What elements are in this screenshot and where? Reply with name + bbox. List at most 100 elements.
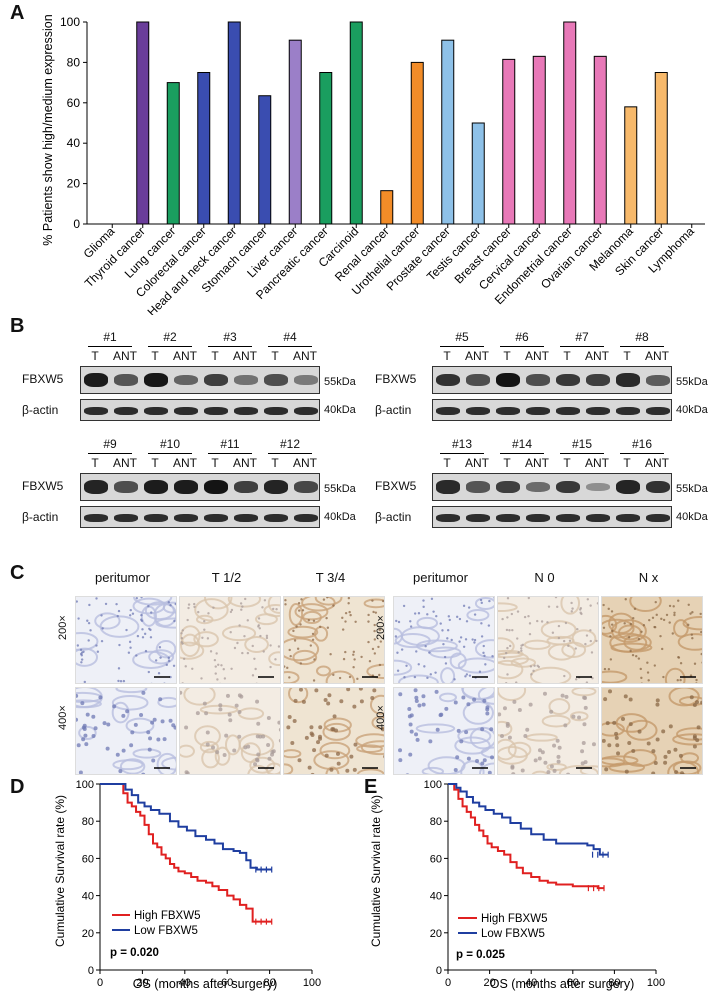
cell-nucleus bbox=[352, 767, 357, 772]
cell-nucleus bbox=[234, 703, 239, 708]
fbxw5-blot bbox=[432, 473, 672, 501]
lane-label-t: T bbox=[623, 456, 631, 470]
lane-label-ant: ANT bbox=[113, 349, 137, 363]
sample-underline bbox=[620, 346, 664, 347]
cell-nucleus bbox=[533, 758, 538, 763]
cell-nucleus bbox=[655, 613, 658, 617]
ihc-image bbox=[75, 596, 177, 684]
cell-nucleus bbox=[566, 772, 570, 774]
panel-e-legend-high: High FBXW5 bbox=[481, 913, 547, 925]
tissue-gland bbox=[673, 619, 689, 638]
cell-nucleus bbox=[696, 725, 701, 730]
panel-letter-e: E bbox=[364, 776, 378, 798]
cell-nucleus bbox=[610, 610, 614, 613]
cell-nucleus bbox=[396, 669, 400, 672]
cell-nucleus bbox=[286, 725, 291, 730]
cell-nucleus bbox=[316, 740, 321, 745]
ihc-texture bbox=[602, 688, 702, 774]
cell-nucleus bbox=[612, 720, 617, 725]
sample-underline bbox=[268, 346, 312, 347]
cell-nucleus bbox=[205, 730, 210, 735]
cell-nucleus bbox=[687, 603, 690, 606]
fbxw5-band bbox=[114, 374, 138, 386]
tissue-gland bbox=[457, 728, 492, 745]
tissue-gland bbox=[525, 733, 558, 742]
bar bbox=[441, 39, 455, 225]
cell-nucleus bbox=[214, 665, 217, 668]
cell-nucleus bbox=[373, 652, 377, 655]
fbxw5-band bbox=[264, 374, 288, 386]
tissue-gland bbox=[325, 766, 340, 774]
cell-nucleus bbox=[621, 717, 626, 722]
cell-nucleus bbox=[623, 694, 628, 699]
cell-nucleus bbox=[624, 769, 629, 774]
y-tick-label: 0 bbox=[436, 965, 442, 977]
fbxw5-band bbox=[586, 373, 610, 387]
fbxw5-band bbox=[144, 480, 168, 494]
cell-nucleus bbox=[579, 611, 582, 614]
tissue-gland bbox=[546, 762, 567, 771]
tissue-gland bbox=[623, 634, 652, 651]
cell-nucleus bbox=[604, 767, 609, 772]
cell-nucleus bbox=[695, 682, 698, 683]
tissue-gland bbox=[480, 746, 494, 759]
cell-nucleus bbox=[358, 688, 363, 691]
ihc-row-label: 400× bbox=[57, 705, 69, 730]
cell-nucleus bbox=[239, 602, 243, 605]
cell-nucleus bbox=[490, 755, 494, 760]
cell-nucleus bbox=[219, 682, 221, 683]
cell-nucleus bbox=[367, 640, 370, 644]
cell-nucleus bbox=[274, 658, 277, 661]
cell-nucleus bbox=[640, 676, 643, 680]
cell-nucleus bbox=[508, 629, 511, 632]
cell-nucleus bbox=[129, 743, 134, 748]
cell-nucleus bbox=[435, 727, 440, 732]
cell-nucleus bbox=[347, 602, 350, 605]
tissue-gland bbox=[319, 741, 351, 760]
cell-nucleus bbox=[115, 752, 120, 757]
sample-underline bbox=[500, 346, 544, 347]
cell-nucleus bbox=[473, 641, 476, 644]
cell-nucleus bbox=[504, 651, 508, 655]
cell-nucleus bbox=[352, 665, 355, 669]
cell-nucleus bbox=[228, 718, 233, 723]
cell-nucleus bbox=[635, 655, 638, 658]
tissue-gland bbox=[315, 665, 332, 677]
tissue-gland bbox=[195, 614, 214, 625]
tissue-gland bbox=[132, 748, 162, 759]
ihc-image bbox=[393, 596, 495, 684]
fbxw5-band bbox=[84, 373, 108, 387]
cell-nucleus bbox=[344, 650, 347, 654]
cell-nucleus bbox=[174, 602, 176, 606]
cell-nucleus bbox=[430, 597, 434, 601]
cell-nucleus bbox=[697, 682, 699, 683]
ihc-image bbox=[601, 687, 703, 775]
cell-nucleus bbox=[673, 613, 676, 617]
tissue-gland bbox=[602, 614, 618, 635]
cell-nucleus bbox=[482, 698, 487, 703]
cell-nucleus bbox=[523, 734, 528, 739]
cell-nucleus bbox=[150, 720, 155, 725]
cell-nucleus bbox=[690, 633, 693, 636]
cell-nucleus bbox=[432, 610, 435, 613]
cell-nucleus bbox=[374, 611, 378, 614]
cell-nucleus bbox=[80, 658, 84, 661]
cell-nucleus bbox=[596, 602, 598, 605]
cell-nucleus bbox=[368, 660, 372, 663]
cell-nucleus bbox=[472, 697, 477, 702]
ihc-texture bbox=[284, 688, 384, 774]
cell-nucleus bbox=[651, 771, 656, 774]
cell-nucleus bbox=[81, 737, 86, 742]
cell-nucleus bbox=[344, 620, 347, 623]
cell-nucleus bbox=[87, 621, 91, 625]
lane-label-t: T bbox=[211, 349, 219, 363]
tissue-gland bbox=[415, 723, 456, 734]
cell-nucleus bbox=[346, 688, 351, 692]
bar bbox=[532, 55, 546, 225]
cell-nucleus bbox=[646, 671, 650, 674]
sample-label: #13 bbox=[451, 437, 473, 451]
cell-nucleus bbox=[651, 616, 655, 619]
cell-nucleus bbox=[332, 673, 335, 677]
cell-nucleus bbox=[255, 757, 260, 762]
cell-nucleus bbox=[157, 672, 161, 675]
